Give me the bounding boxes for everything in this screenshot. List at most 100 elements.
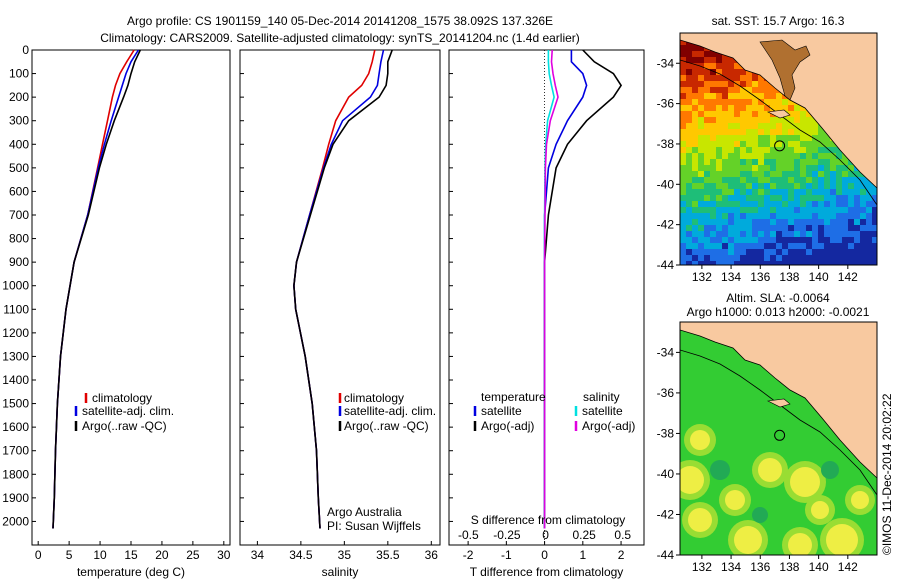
sst-cell [854,243,860,249]
sst-cell [740,225,746,231]
sst-cell [728,189,734,195]
sla-blob [688,508,712,532]
sst-cell [680,249,686,255]
sst-cell [728,177,734,183]
y-tick-label: 1400 [2,373,29,387]
sst-cell [842,177,848,183]
map-y-tick-label: -34 [657,56,675,70]
sst-cell [836,207,842,213]
sst-cell [764,213,770,219]
sst-cell [680,39,686,45]
sst-cell [866,225,872,231]
sst-cell [854,261,860,265]
sst-cell [704,99,710,105]
sst-cell [686,195,692,201]
x-tick-label: 0 [35,548,42,562]
sst-cell [710,75,716,81]
x2-tick-label: 0.25 [572,528,596,542]
sst-cell [782,189,788,195]
sst-cell [788,243,794,249]
sst-cell [818,165,824,171]
sst-cell [728,147,734,153]
sst-cell [812,219,818,225]
sst-cell [752,87,758,93]
sst-cell [782,135,788,141]
map-x-tick-label: 138 [779,270,799,284]
sst-cell [764,237,770,243]
sst-cell [824,255,830,261]
sst-cell [830,147,836,153]
sst-cell [848,171,854,177]
sst-cell [722,231,728,237]
sst-cell [698,81,704,87]
sst-cell [692,243,698,249]
sst-cell [776,189,782,195]
sst-cell [740,237,746,243]
sst-cell [728,183,734,189]
sst-cell [800,195,806,201]
sst-cell [854,171,860,177]
sst-cell [740,87,746,93]
sla-blob [851,491,869,509]
legend-title-salinity: salinity [583,390,620,404]
sst-cell [716,153,722,159]
sst-cell [818,141,824,147]
sst-cell [758,141,764,147]
sst-cell [806,255,812,261]
sst-cell [836,189,842,195]
sst-cell [698,177,704,183]
sst-cell [734,231,740,237]
sst-cell [782,153,788,159]
sst-cell [704,111,710,117]
sst-cell [854,219,860,225]
sst-cell [794,225,800,231]
sst-cell [836,201,842,207]
sst-cell [728,75,734,81]
temperature-panel: 0 5 10 15 20 25 30 temperature (deg C) 0 100 200 30… [2,43,231,579]
sst-cell [734,93,740,99]
sst-cell [686,159,692,165]
credit-pi: PI: Susan Wijffels [327,519,421,533]
sst-cell [854,201,860,207]
sst-cell [764,159,770,165]
salinity-legend: climatology satellite-adj. clim. Argo(..… [327,391,436,533]
sst-cell [710,147,716,153]
sst-cell [722,93,728,99]
sst-float-marker [774,140,786,152]
sst-cell [872,225,877,231]
sst-cell [872,213,877,219]
sst-cell [866,213,872,219]
sst-cell [686,213,692,219]
y-tick-label: 400 [9,137,29,151]
sst-cell [854,237,860,243]
sst-cell [716,183,722,189]
y-tick-label: 1500 [2,397,29,411]
sst-cell [818,147,824,153]
sst-cell [740,261,746,265]
legend-title-temperature: temperature [481,390,546,404]
sst-cell [752,237,758,243]
sst-cell [728,141,734,147]
sla-blob [690,430,710,450]
sst-cell [692,75,698,81]
sst-cell [698,165,704,171]
sst-cell [848,177,854,183]
sst-cell [698,201,704,207]
sst-cell [692,105,698,111]
sst-cell [770,213,776,219]
sst-cell [716,177,722,183]
sst-cell [716,135,722,141]
sst-cell [872,255,877,261]
sst-cell [800,219,806,225]
map-x-tick-label: 138 [779,560,799,574]
sst-cell [806,195,812,201]
sst-cell [830,261,836,265]
x-axis-label: salinity [322,565,359,579]
sst-cell [818,201,824,207]
sst-cell [770,99,776,105]
sst-cell [680,147,686,153]
sst-map: sat. SST: 15.7 Argo: 16.3 132 134 136 138 14… [657,14,878,284]
sst-cell [722,225,728,231]
sst-cell [686,207,692,213]
sst-cell [740,111,746,117]
